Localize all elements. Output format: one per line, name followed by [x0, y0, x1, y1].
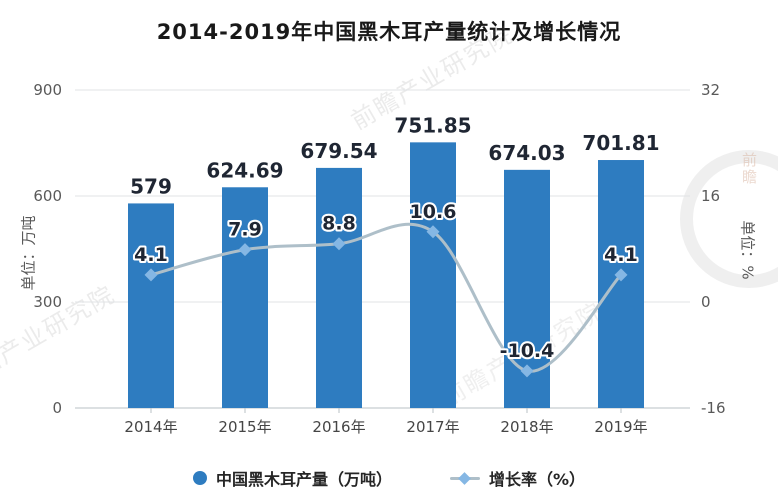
growth-rate-point-marker[interactable] [520, 364, 534, 378]
production-bar[interactable] [410, 142, 456, 409]
chart-title: 2014-2019年中国黑木耳产量统计及增长情况 [156, 20, 622, 44]
left-axis-tick-label: 300 [33, 293, 62, 311]
production-bar[interactable] [598, 160, 644, 408]
growth-rate-point-marker[interactable] [238, 243, 252, 257]
production-bar[interactable] [128, 203, 174, 408]
right-axis-tick-label: -16 [701, 399, 726, 417]
left-axis-tick-label: 600 [33, 187, 62, 205]
left-axis-unit-label: 单位：万吨 [19, 215, 38, 291]
x-axis-category-label: 2017年 [406, 418, 459, 436]
bar-value-label: 579 [130, 174, 172, 198]
bar-value-label: 751.85 [394, 113, 471, 137]
right-axis-tick-label: 0 [701, 293, 711, 311]
bar-value-label: 679.54 [300, 139, 377, 163]
diamond-marker-icon [458, 471, 472, 485]
x-axis-category-label: 2014年 [124, 418, 177, 436]
legend-item-production[interactable]: 中国黑木耳产量（万吨） [192, 466, 392, 490]
x-axis-category-label: 2016年 [312, 418, 365, 436]
line-value-label: 10.6 [410, 201, 457, 223]
right-axis-unit-label: 单位：% [738, 220, 757, 280]
right-axis-tick-label: 32 [701, 81, 720, 99]
bar-value-label: 701.81 [582, 131, 659, 155]
legend-label-growth-rate: 增长率（%） [488, 470, 586, 489]
line-value-label: 8.8 [322, 213, 356, 235]
legend: 中国黑木耳产量（万吨） 增长率（%） [0, 466, 778, 490]
legend-label-production: 中国黑木耳产量（万吨） [215, 470, 392, 489]
x-axis-category-label: 2015年 [218, 418, 271, 436]
production-bar[interactable] [222, 187, 268, 408]
growth-rate-point-marker[interactable] [144, 268, 158, 282]
line-value-label: 4.1 [134, 244, 168, 266]
right-axis-tick-label: 16 [701, 187, 720, 205]
bar-series-swatch-icon [192, 471, 207, 485]
growth-rate-point-marker[interactable] [332, 237, 346, 251]
line-series-swatch-icon [449, 471, 480, 485]
legend-item-growth-rate[interactable]: 增长率（%） [449, 466, 586, 490]
production-bar[interactable] [316, 167, 362, 408]
line-value-label: -10.4 [500, 340, 555, 362]
growth-rate-point-marker[interactable] [426, 225, 440, 239]
bar-value-label: 624.69 [206, 158, 283, 182]
bar-value-label: 674.03 [488, 141, 565, 165]
x-axis-category-label: 2019年 [594, 418, 647, 436]
left-axis-tick-label: 0 [52, 399, 62, 417]
line-value-label: 7.9 [228, 219, 262, 241]
line-value-label: 4.1 [604, 244, 638, 266]
x-axis-category-label: 2018年 [500, 418, 553, 436]
growth-rate-point-marker[interactable] [614, 268, 628, 282]
left-axis-tick-label: 900 [33, 81, 62, 99]
